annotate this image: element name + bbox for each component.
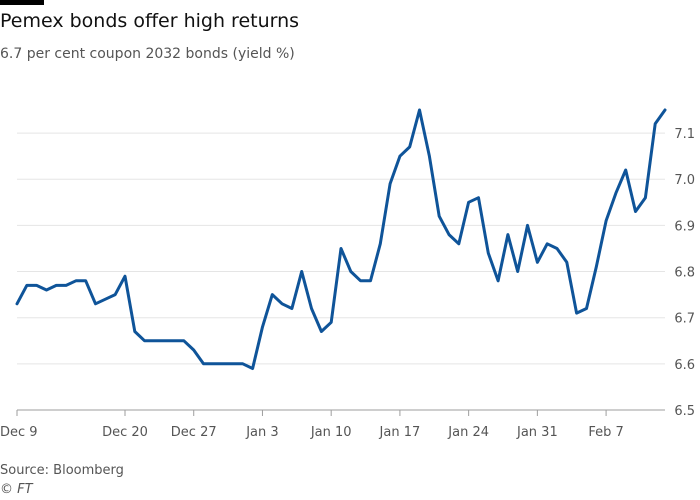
gridlines: [17, 132, 665, 411]
x-tick-label: Dec 20: [102, 425, 148, 440]
y-axis: 6.5 6.6 6.7 6.8 6.9 7.0 7.1: [674, 127, 695, 419]
y-tick-label: 6.8: [674, 266, 695, 281]
chart-title: Pemex bonds offer high returns: [0, 10, 300, 32]
y-tick-label: 7.0: [674, 173, 695, 188]
x-tick-label: Jan 24: [447, 425, 489, 440]
y-tick-label: 6.6: [674, 358, 695, 373]
chart-subtitle: 6.7 per cent coupon 2032 bonds (yield %): [0, 46, 295, 62]
x-tick-label: Dec 9: [0, 425, 38, 440]
ft-credit: © FT: [0, 482, 33, 497]
x-axis: Dec 9 Dec 20 Dec 27 Jan 3 Jan 10 Jan 17 Jan 24…: [0, 410, 624, 440]
source-note: Source: Bloomberg: [0, 463, 124, 478]
brand-bar: [0, 0, 44, 5]
y-tick-label: 6.9: [674, 219, 695, 234]
x-tick-label: Jan 3: [245, 425, 278, 440]
x-tick-label: Dec 27: [171, 425, 217, 440]
y-tick-label: 6.5: [674, 404, 695, 419]
x-tick-label: Feb 7: [588, 425, 623, 440]
x-tick-label: Jan 31: [516, 425, 558, 440]
x-tick-label: Jan 10: [310, 425, 352, 440]
x-tick-label: Jan 17: [379, 425, 421, 440]
y-tick-label: 7.1: [674, 127, 695, 142]
line-chart: 6.5 6.6 6.7 6.8 6.9 7.0 7.1 Dec 9 Dec 20 Dec 27 J…: [0, 108, 695, 440]
y-tick-label: 6.7: [674, 312, 695, 327]
series-line-yield: [15, 108, 667, 370]
